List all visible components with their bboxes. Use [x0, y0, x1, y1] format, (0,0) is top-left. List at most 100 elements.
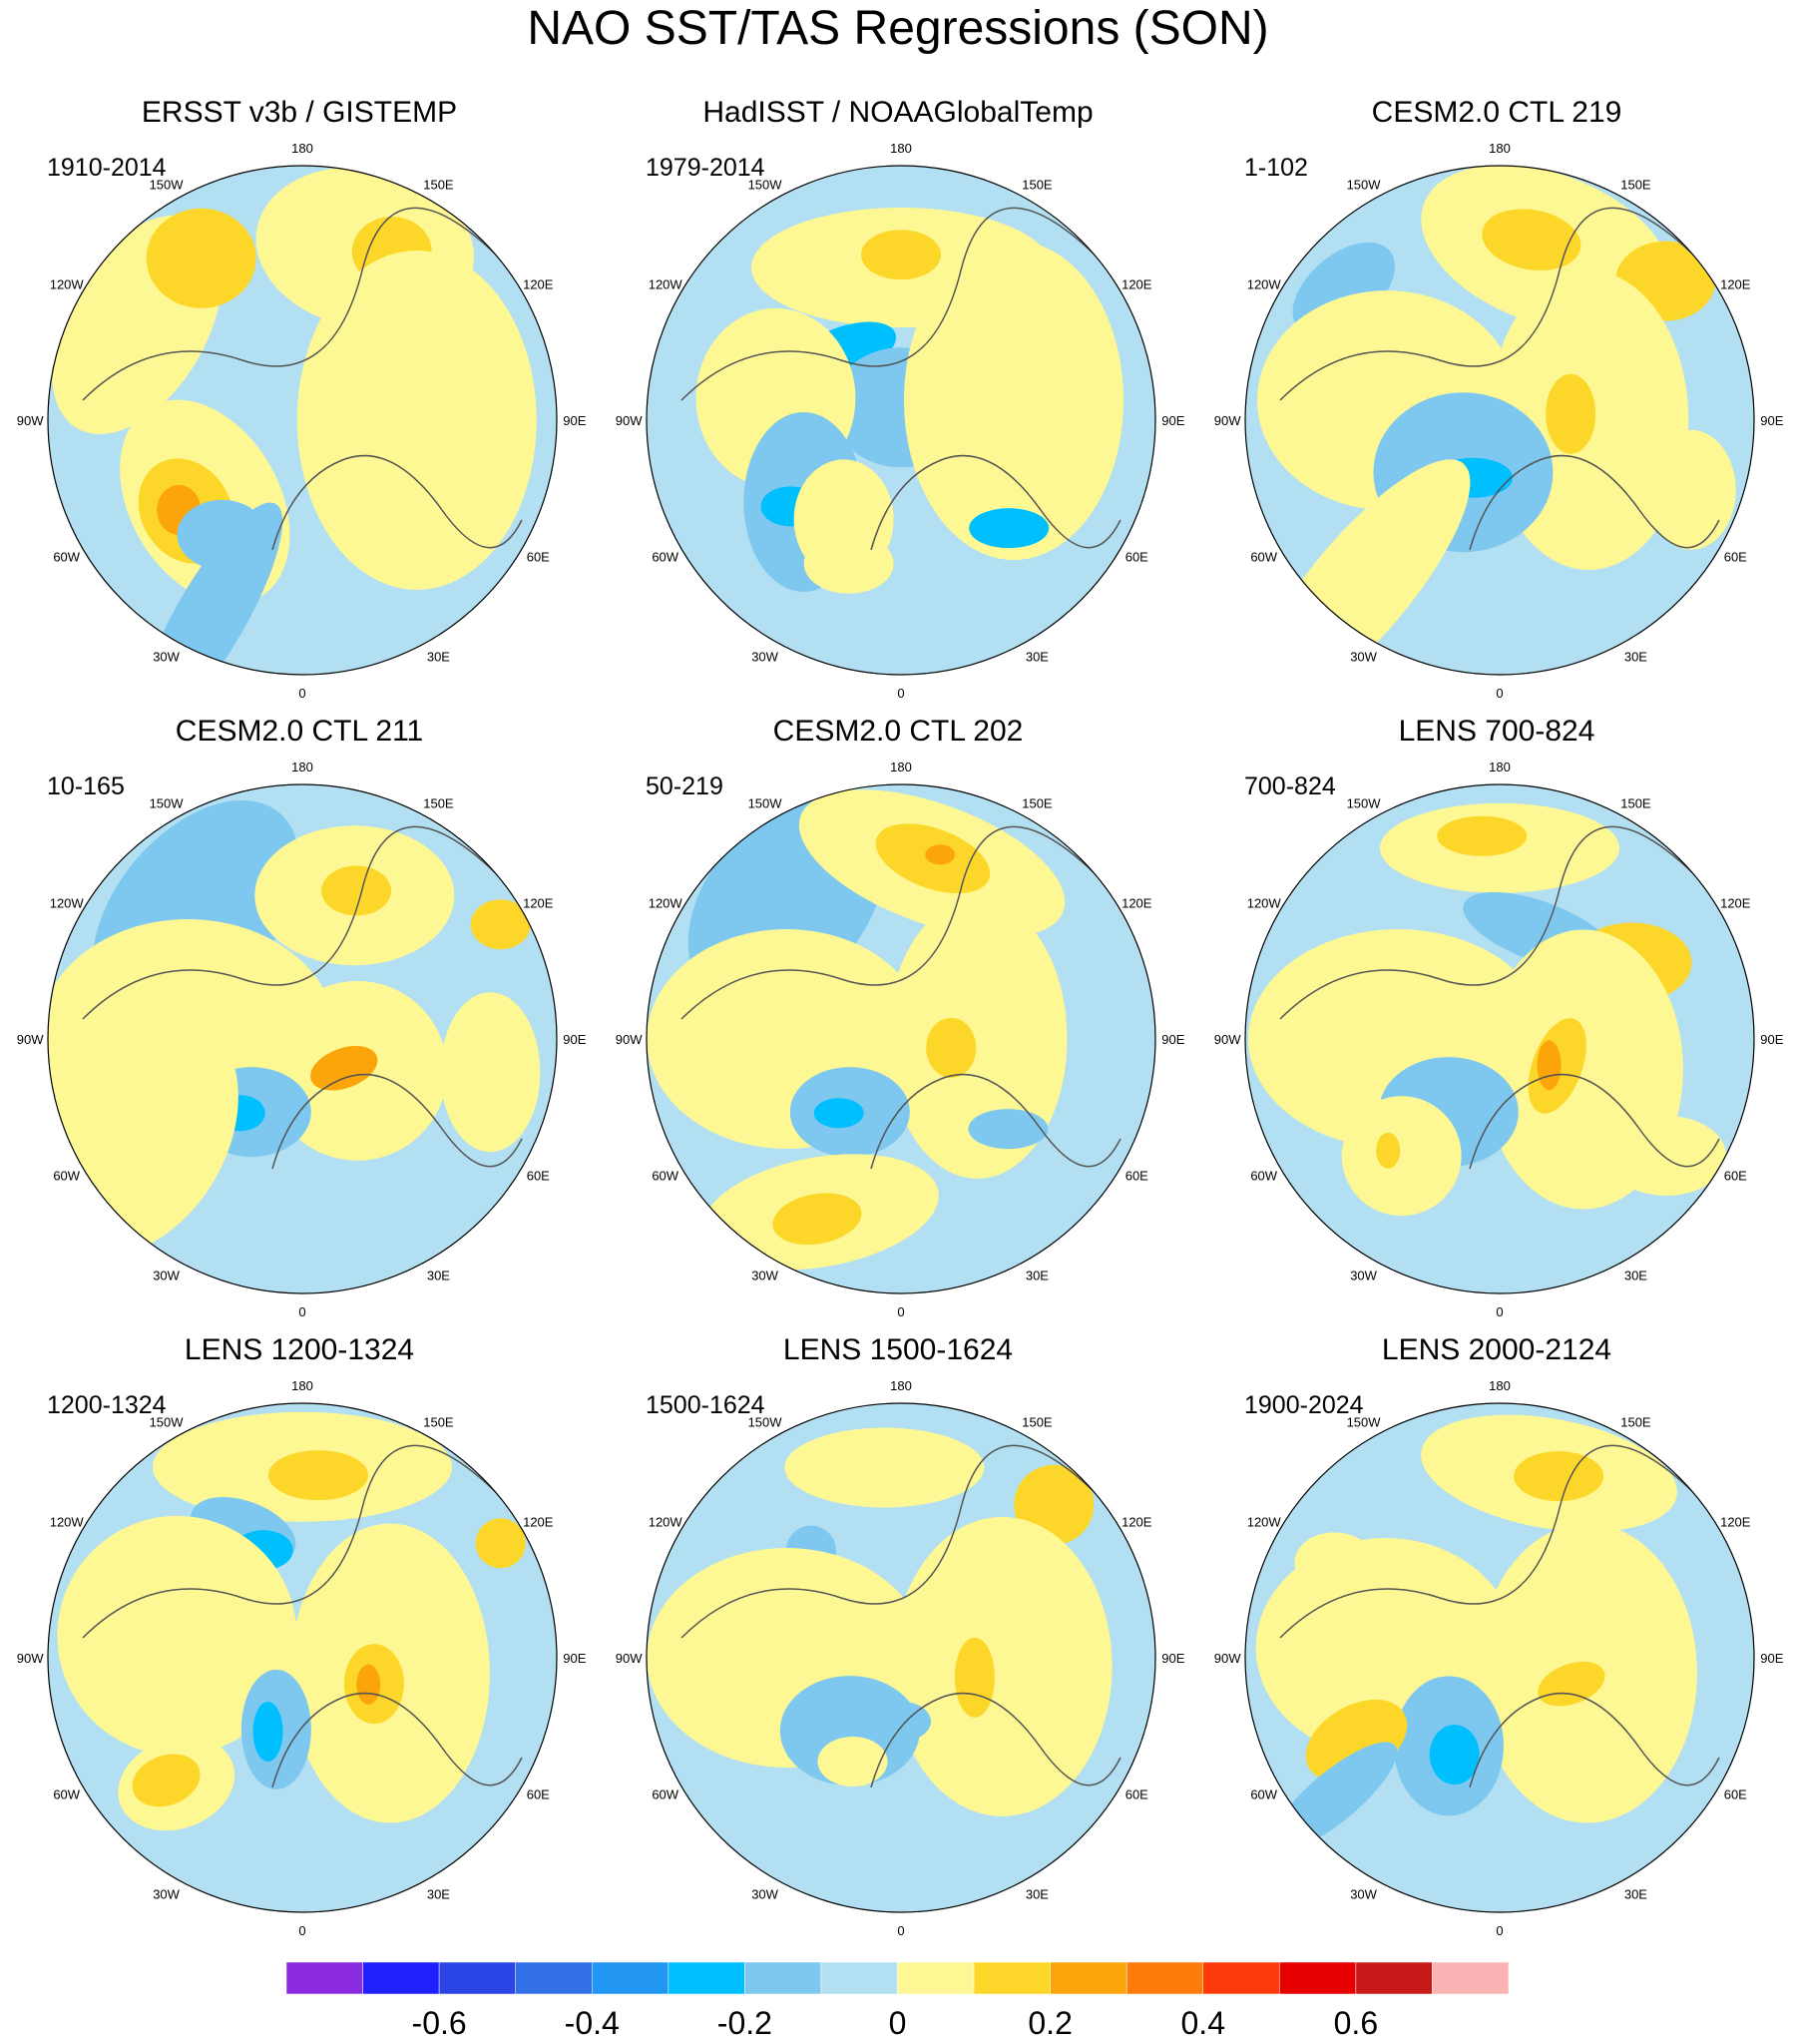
longitude-label: 120W [1247, 1515, 1282, 1530]
longitude-label: 150W [1347, 1415, 1382, 1430]
anomaly-region [1645, 429, 1736, 550]
longitude-label: 120E [1122, 277, 1152, 292]
longitude-label: 0 [1496, 686, 1503, 701]
longitude-label: 120W [50, 277, 85, 292]
longitude-label: 90W [1214, 1032, 1241, 1047]
longitude-label: 150E [1022, 178, 1053, 193]
longitude-label: 90E [1760, 1032, 1783, 1047]
longitude-label: 150W [150, 178, 185, 193]
longitude-label: 150W [748, 178, 783, 193]
longitude-label: 90E [1161, 1032, 1184, 1047]
longitude-label: 120E [523, 896, 554, 911]
panel-title: LENS 1200-1324 [184, 1333, 415, 1366]
longitude-label: 120W [1247, 896, 1282, 911]
longitude-label: 150W [748, 796, 783, 811]
anomaly-region [310, 1045, 378, 1091]
coastline [680, 207, 1122, 551]
polar-map: 180 150E 120E 90E 60E 30E 0 30W 60W 90W 120W 150W [17, 760, 587, 1319]
longitude-label: 180 [291, 141, 313, 156]
longitude-label: 180 [1489, 141, 1511, 156]
panel-title: LENS 700-824 [1398, 715, 1595, 748]
anomaly-region [321, 865, 392, 916]
colorbar-swatch [744, 1961, 822, 1995]
coastline [680, 1444, 1122, 1788]
longitude-label: 150E [423, 1415, 454, 1430]
longitude-label: 180 [1489, 1378, 1511, 1393]
colorbar-tick-label: -0.2 [717, 2005, 772, 2041]
longitude-label: 30E [1624, 1268, 1647, 1282]
anomaly-region [440, 992, 541, 1153]
anomaly-region [356, 1664, 381, 1705]
longitude-label: 30W [153, 649, 180, 664]
longitude-label: 30W [153, 1886, 180, 1901]
coastline [1279, 825, 1720, 1170]
anomaly-region [904, 241, 1124, 561]
longitude-label: 90E [1161, 1651, 1184, 1666]
longitude-label: 180 [890, 141, 912, 156]
panel-title: CESM2.0 CTL 202 [772, 715, 1024, 748]
colorbar-tick-label: -0.6 [412, 2005, 467, 2041]
longitude-label: 60W [1250, 549, 1277, 564]
longitude-label: 60W [652, 1168, 678, 1183]
anomaly-region [784, 1427, 985, 1508]
longitude-label: 90W [616, 1032, 643, 1047]
polar-map: 180 150E 120E 90E 60E 30E 0 30W 60W 90W 120W 150W [1214, 1378, 1784, 1938]
anomaly-region [268, 1450, 369, 1501]
map-boundary [1244, 165, 1755, 676]
longitude-label: 60E [1125, 1787, 1148, 1801]
longitude-label: 120E [1122, 896, 1152, 911]
anomaly-region [954, 1637, 995, 1718]
polar-map: 180 150E 120E 90E 60E 30E 0 30W 60W 90W 120W 150W [1214, 760, 1784, 1319]
longitude-label: 120W [50, 1515, 85, 1530]
polar-map: 180 150E 120E 90E 60E 30E 0 30W 60W 90W 120W 150W [616, 1378, 1185, 1938]
longitude-label: 60W [53, 1787, 80, 1801]
longitude-label: 60W [1250, 1787, 1277, 1801]
longitude-label: 30E [1624, 1886, 1647, 1901]
anomaly-region [296, 251, 537, 590]
longitude-label: 0 [897, 1304, 904, 1319]
longitude-label: 90W [1214, 413, 1241, 428]
colorbar-swatch [438, 1961, 516, 1995]
colorbar-swatch [1355, 1961, 1433, 1995]
colorbar-swatch [515, 1961, 593, 1995]
longitude-label: 90E [563, 1651, 586, 1666]
colorbar-swatch [973, 1961, 1051, 1995]
longitude-label: 90W [616, 413, 643, 428]
longitude-label: 90E [1760, 1651, 1783, 1666]
longitude-label: 150E [423, 178, 454, 193]
main-title: NAO SST/TAS Regressions (SON) [527, 2, 1269, 55]
longitude-label: 90W [1214, 1651, 1241, 1666]
longitude-label: 90W [17, 413, 44, 428]
longitude-label: 120E [523, 277, 554, 292]
longitude-label: 30E [427, 1268, 450, 1282]
longitude-label: 90W [17, 1032, 44, 1047]
panel-period: 10-165 [47, 772, 125, 800]
longitude-label: 60W [652, 549, 678, 564]
longitude-label: 30E [427, 649, 450, 664]
longitude-label: 120E [1122, 1515, 1152, 1530]
longitude-label: 180 [1489, 760, 1511, 774]
longitude-label: 30W [1350, 1886, 1377, 1901]
longitude-label: 60W [53, 1168, 80, 1183]
longitude-label: 90E [563, 1032, 586, 1047]
regression-field [48, 784, 557, 1293]
colorbar-swatch [668, 1961, 745, 1995]
longitude-label: 60E [1724, 549, 1747, 564]
colorbar-tick-label: -0.4 [565, 2005, 620, 2041]
map-boundary [646, 783, 1156, 1294]
anomaly-region [1482, 209, 1581, 270]
longitude-label: 30W [751, 1268, 778, 1282]
anomaly-region [1538, 1661, 1605, 1707]
map-panel: LENS 1200-1324 1200-1324 180 150E 120E 90E 60E… [0, 1332, 599, 1951]
longitude-label: 0 [298, 1923, 305, 1938]
longitude-label: 30W [751, 649, 778, 664]
longitude-label: 0 [897, 1923, 904, 1938]
longitude-label: 150E [1620, 178, 1651, 193]
panel-period: 1200-1324 [47, 1391, 167, 1419]
regression-field [48, 166, 557, 675]
panel-period: 1900-2024 [1244, 1391, 1364, 1419]
longitude-label: 150E [1620, 796, 1651, 811]
longitude-label: 180 [890, 1378, 912, 1393]
panel-title: ERSST v3b / GISTEMP [141, 96, 458, 129]
panel-period: 700-824 [1244, 772, 1336, 800]
